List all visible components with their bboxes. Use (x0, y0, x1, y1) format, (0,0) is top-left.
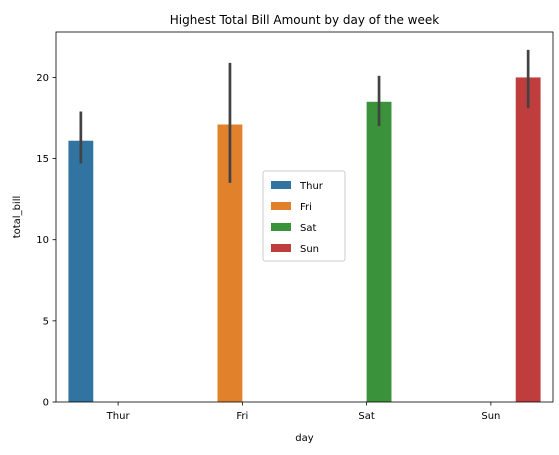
legend-swatch (271, 202, 291, 210)
x-tick-label: Thur (106, 411, 131, 422)
x-axis-label: day (295, 433, 313, 444)
legend-box (262, 170, 346, 262)
legend-swatch (271, 181, 291, 189)
plot-frame (55, 31, 554, 403)
y-tick-label: 5 (43, 316, 49, 327)
x-tick-label: Sun (481, 411, 500, 422)
x-tick-label: Sat (358, 411, 374, 422)
chart-title: Highest Total Bill Amount by day of the … (170, 13, 439, 27)
legend-label: Thur (299, 181, 324, 192)
bar-sun (515, 77, 541, 402)
y-axis-label: total_bill (12, 196, 23, 239)
legend: Thur Fri Sat Sun (262, 170, 346, 262)
y-tick-label: 15 (36, 154, 49, 165)
bar-sat (366, 101, 392, 402)
legend-label: Sat (300, 223, 316, 234)
y-tick-label: 10 (36, 235, 49, 246)
legend-label: Sun (300, 244, 319, 255)
legend-label: Fri (300, 202, 312, 213)
legend-swatch (271, 244, 291, 252)
legend-swatch (271, 223, 291, 231)
y-tick-label: 20 (36, 73, 49, 84)
bar-thur (68, 140, 94, 402)
x-tick-label: Fri (236, 411, 248, 422)
y-tick-label: 0 (43, 398, 49, 409)
